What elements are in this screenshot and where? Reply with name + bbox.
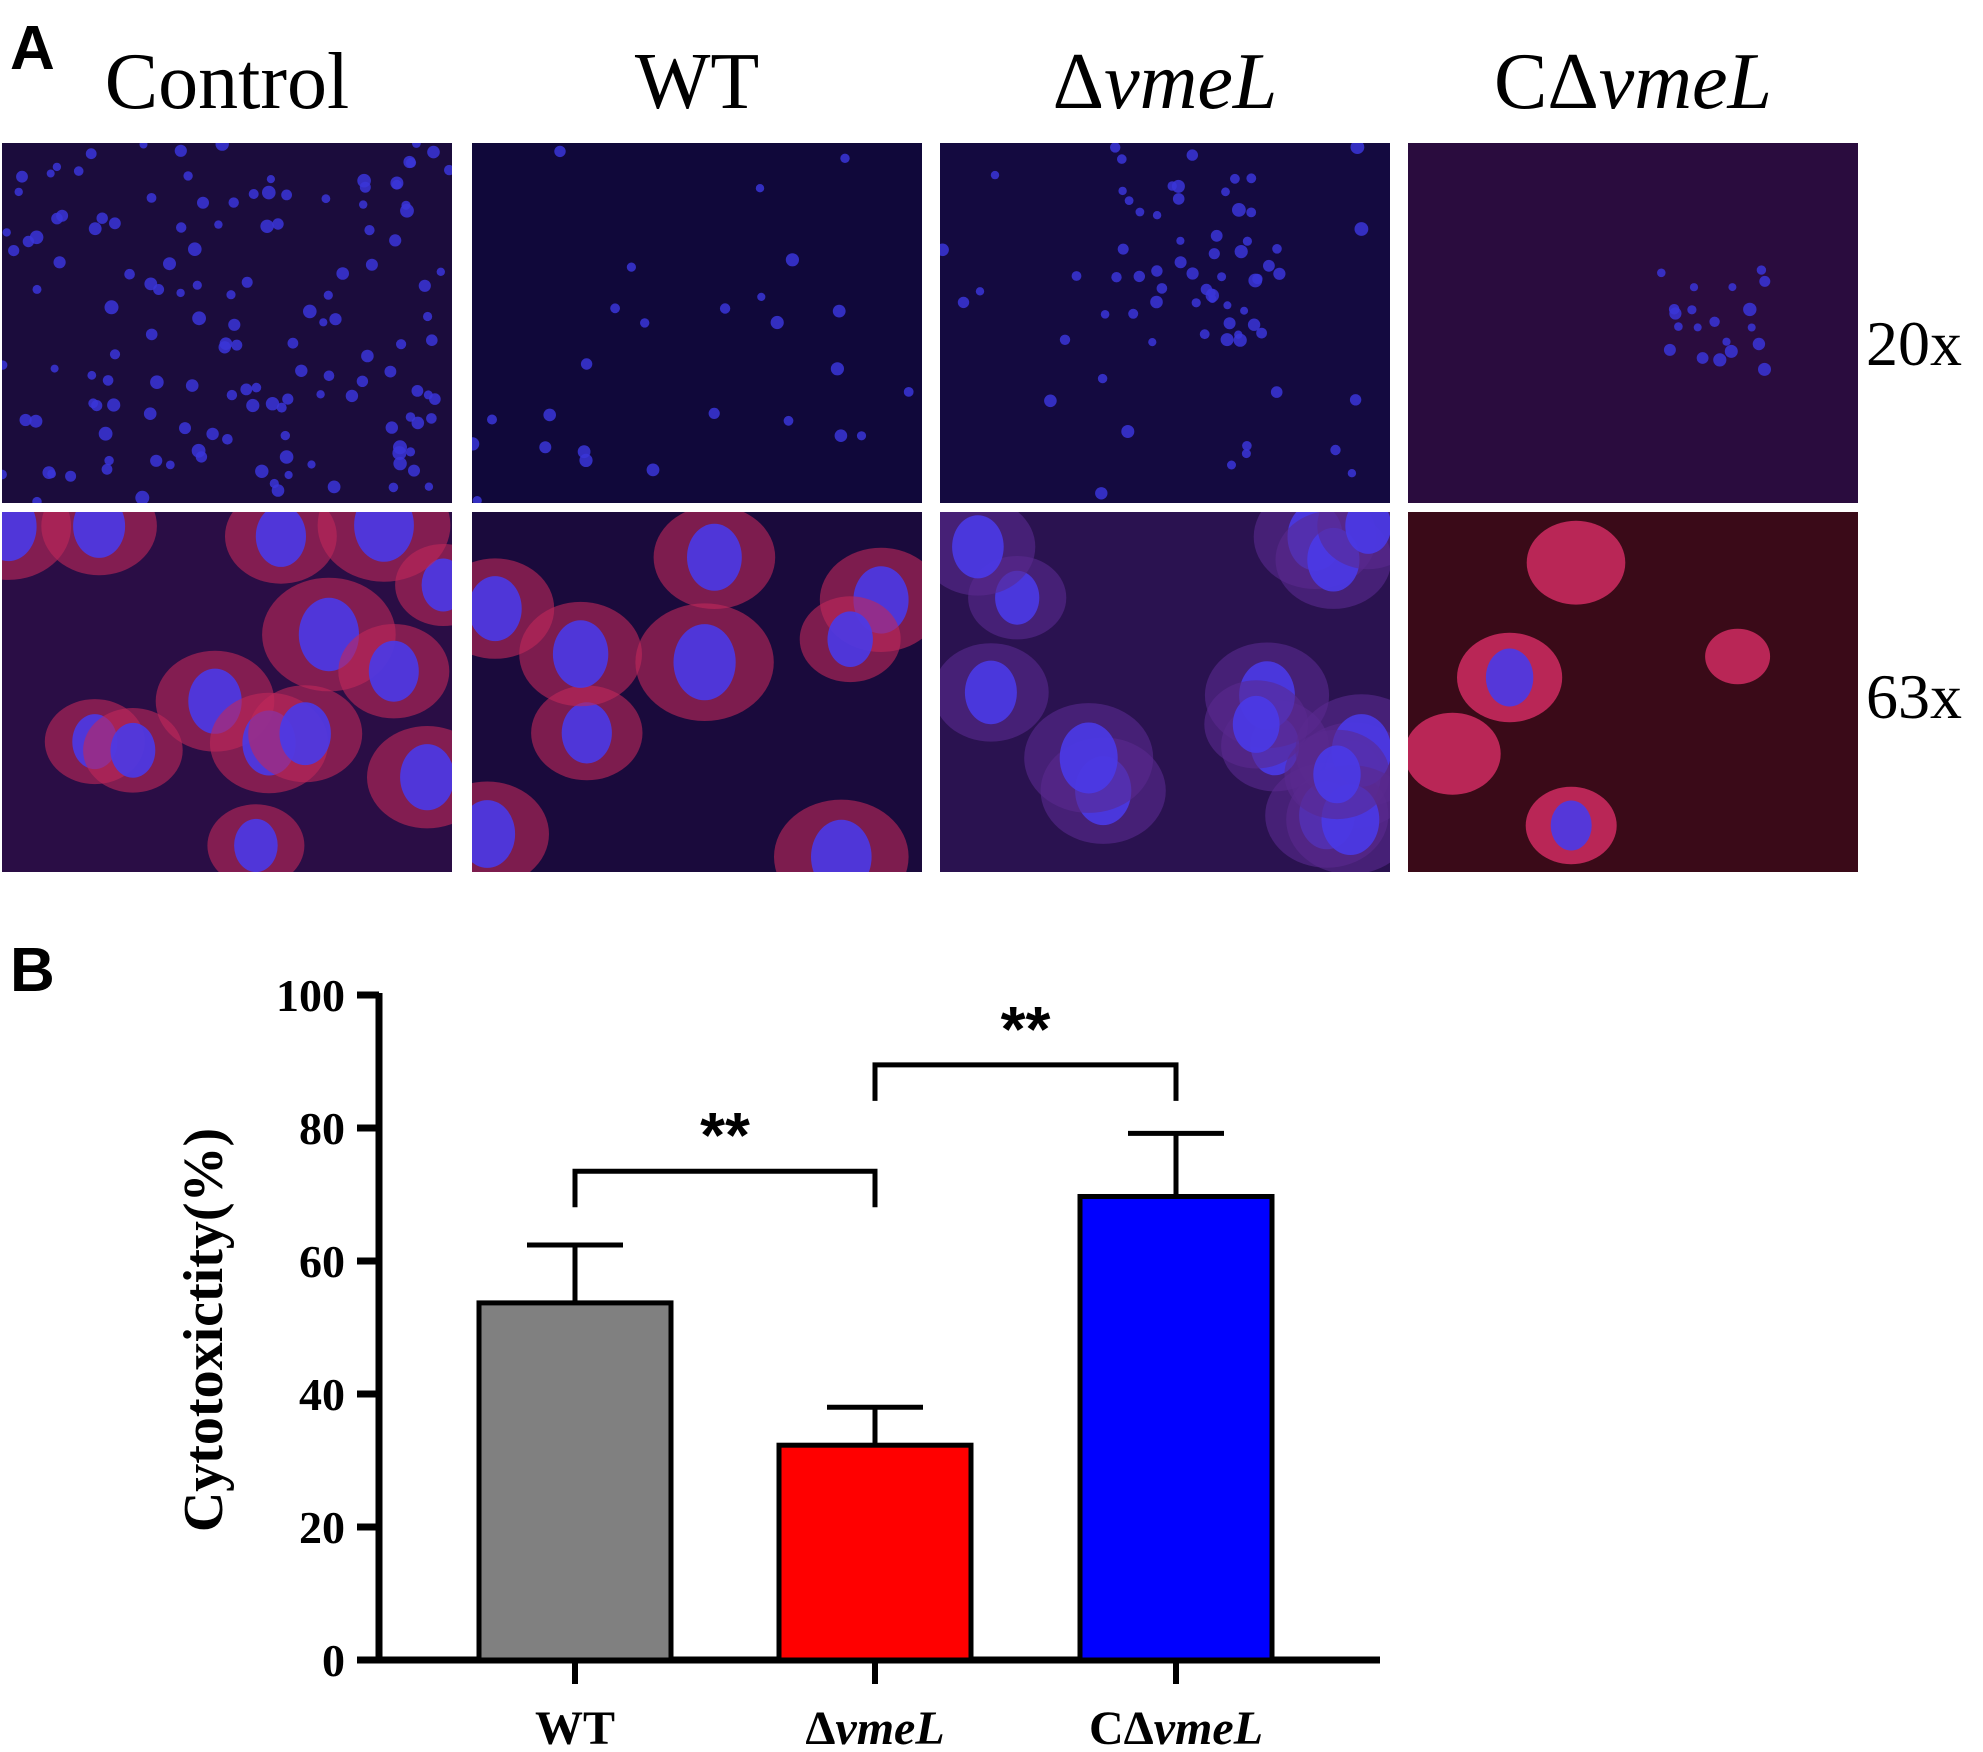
y-tick-label: 40	[299, 1369, 345, 1420]
y-tick-label: 80	[299, 1103, 345, 1154]
y-axis-title: Cytotoxictity(%)	[173, 1128, 235, 1532]
panel-a-label: A	[10, 14, 55, 83]
cytotoxicity-bar-chart: 0 20 40 60 80 100 Cytotoxictity(%) WT ΔvmeL CΔvme…	[173, 970, 1380, 1752]
column-title-wt: WT	[634, 38, 760, 126]
x-tick-label: ΔvmeL	[805, 1702, 944, 1752]
row-label-20x: 20x	[1866, 308, 1962, 379]
significance-bracket	[872, 1062, 1179, 1101]
micrograph-wt-63x	[472, 512, 922, 872]
micrograph-c-delta-vmel-20x	[1408, 143, 1858, 503]
micrograph-control-63x	[2, 512, 452, 872]
micrograph-control-20x	[2, 143, 452, 503]
x-tick-label: WT	[535, 1702, 615, 1752]
micrograph-wt-20x	[472, 143, 922, 503]
column-title-c-delta-vmel: CΔvmeL	[1493, 38, 1773, 126]
micrograph-delta-vmel-63x	[940, 512, 1390, 872]
y-tick-label: 20	[299, 1502, 345, 1553]
y-tick-label: 0	[322, 1635, 345, 1686]
significance-label: **	[700, 1099, 750, 1171]
panel-b-label: B	[10, 936, 55, 1005]
bar	[1077, 1193, 1275, 1663]
micrograph-c-delta-vmel-63x	[1408, 512, 1858, 872]
y-tick-label: 100	[276, 970, 345, 1021]
column-title-delta-vmel: ΔvmeL	[1052, 38, 1278, 126]
significance-label: **	[1001, 993, 1051, 1065]
column-title-control: Control	[104, 38, 350, 126]
row-label-63x: 63x	[1866, 661, 1962, 732]
y-tick-label: 60	[299, 1236, 345, 1287]
bar	[476, 1300, 674, 1663]
bar	[776, 1442, 974, 1663]
micrograph-delta-vmel-20x	[940, 143, 1390, 503]
x-tick-label: CΔvmeL	[1089, 1702, 1263, 1752]
significance-bracket	[572, 1168, 878, 1208]
